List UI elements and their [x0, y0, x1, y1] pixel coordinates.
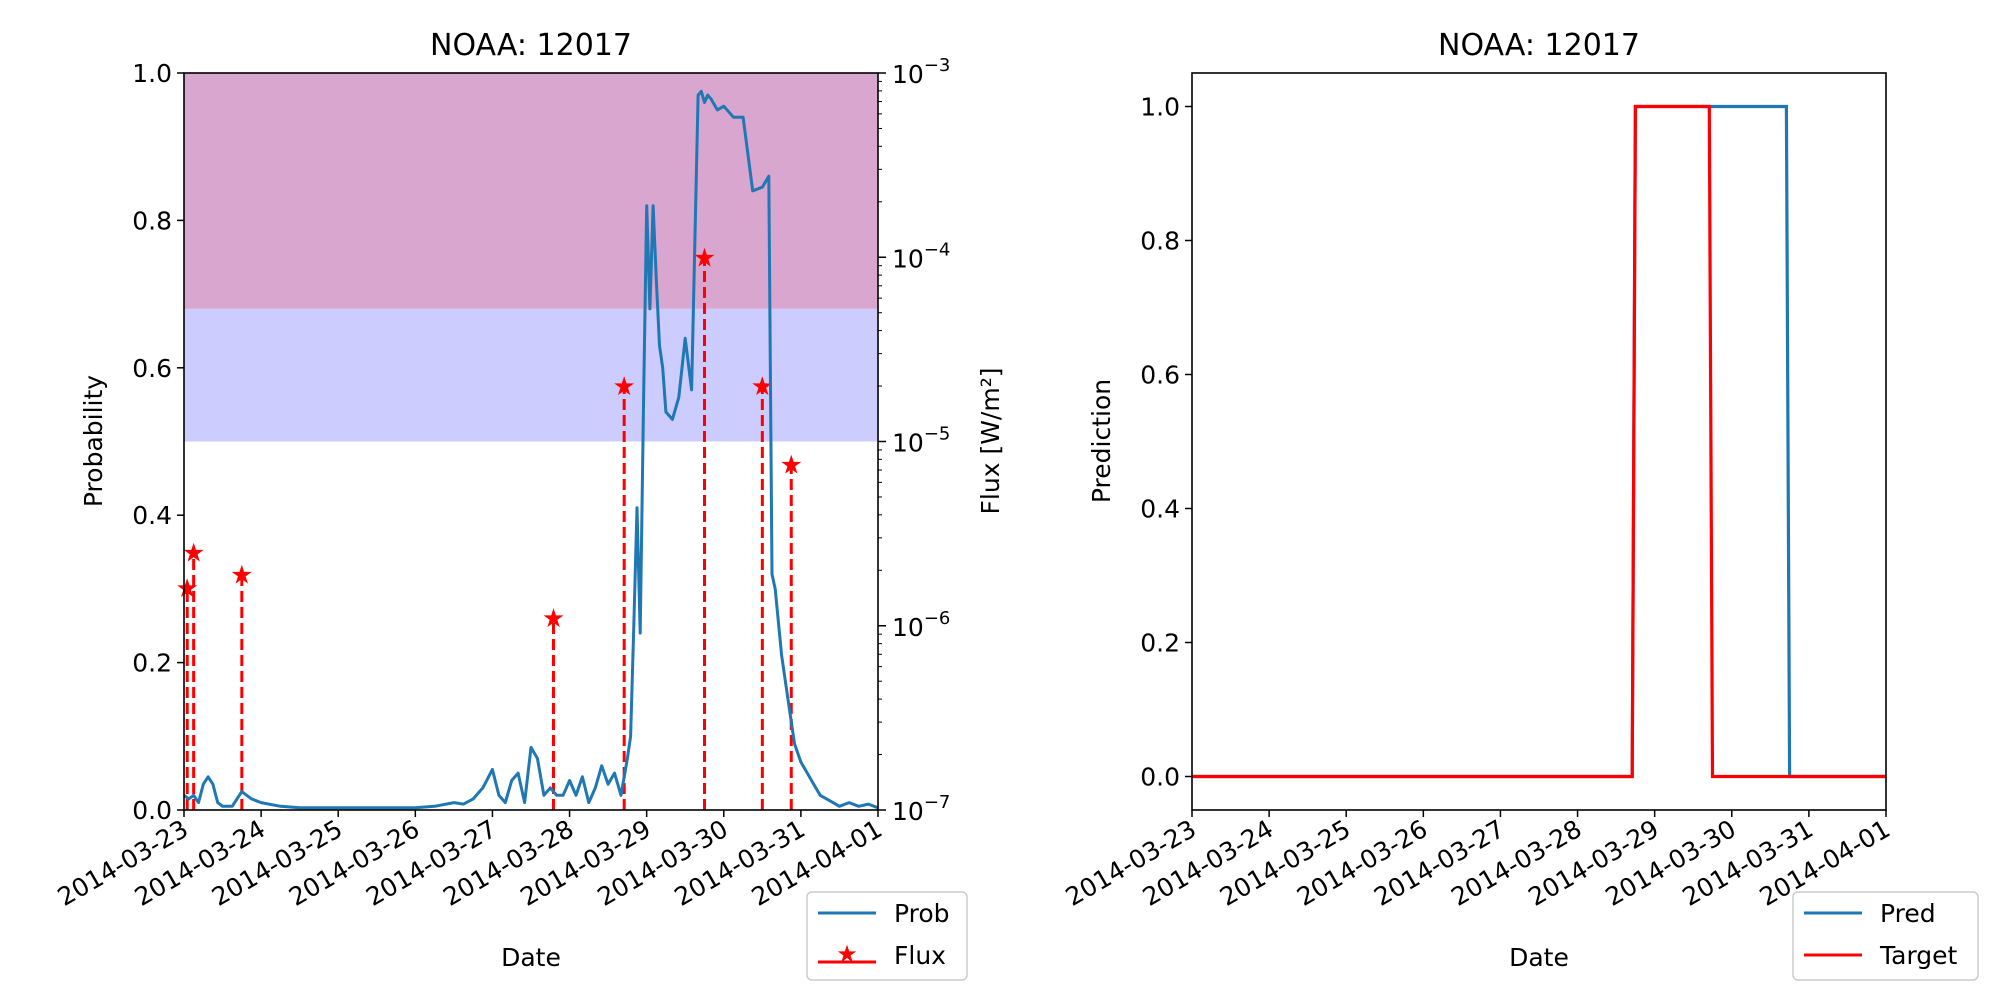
flux-star-4: ★	[613, 372, 636, 402]
legend-flux-label: Flux	[894, 941, 946, 970]
right-x-axis-label: Date	[1509, 943, 1569, 972]
left-y-axis-label: Probability	[79, 375, 108, 507]
flux-tick-label-4: 10−3	[892, 55, 950, 89]
left-chart: ★ ★ ★ ★ ★ ★ ★ ★ 0.0 0.2 0.4 0.6 0.8 1.0 10−7 10−6 10−5…	[53, 28, 1005, 981]
right-chart-title: NOAA: 12017	[1438, 28, 1640, 63]
prob-line	[183, 89, 879, 810]
left-y-tick-label-2: 0.4	[132, 501, 172, 530]
flux-tick-label-1: 10−6	[892, 608, 950, 642]
flux-tick-label-2: 10−5	[892, 424, 950, 458]
right-y-axis-label: Flux [W/m²]	[976, 368, 1005, 515]
left-y-tick-label-1: 0.2	[132, 649, 172, 678]
flux-stems: ★ ★ ★ ★ ★ ★ ★ ★	[176, 243, 803, 810]
right-chart-y-tick-label-2: 0.4	[1140, 495, 1180, 524]
left-x-axis-label: Date	[501, 943, 561, 972]
flux-tick-label-3: 10−4	[892, 239, 950, 273]
flux-star-3: ★	[542, 604, 565, 634]
prediction-series	[1192, 104, 1886, 779]
legend-pred-label: Pred	[1880, 899, 1936, 928]
flux-tick-label-0: 10−7	[892, 792, 950, 826]
left-legend: Prob ★ Flux	[806, 891, 968, 981]
right-chart-y-axis-ticks: 0.0 0.2 0.4 0.6 0.8 1.0	[1140, 93, 1192, 792]
right-chart-x-axis-ticks: 2014-03-232014-03-242014-03-252014-03-26…	[1061, 810, 1895, 912]
flux-star-6: ★	[751, 372, 774, 402]
right-legend: Pred Target	[1792, 891, 1979, 981]
right-chart-y-tick-label-1: 0.2	[1140, 629, 1180, 658]
flux-star-1: ★	[182, 538, 205, 568]
prob-series	[183, 89, 879, 810]
left-y-tick-label-4: 0.8	[132, 206, 172, 235]
left-y-tick-label-3: 0.6	[132, 354, 172, 383]
probability-band-1	[184, 73, 878, 309]
flux-star-0: ★	[176, 574, 199, 604]
flux-star-7: ★	[780, 451, 803, 481]
right-chart-y-axis-label: Prediction	[1087, 379, 1116, 503]
right-chart-y-tick-label-3: 0.6	[1140, 361, 1180, 390]
right-chart-y-tick-label-0: 0.0	[1140, 763, 1180, 792]
left-y-tick-label-5: 1.0	[132, 59, 172, 88]
probability-bands	[184, 73, 878, 442]
legend-flux-star-icon: ★	[836, 940, 858, 968]
right-plot-frame	[1191, 72, 1887, 811]
legend-prob-label: Prob	[894, 899, 950, 928]
right-chart-y-tick-label-4: 0.8	[1140, 227, 1180, 256]
legend-target-label: Target	[1879, 941, 1958, 970]
left-y-tick-label-0: 0.0	[132, 796, 172, 825]
left-chart-title: NOAA: 12017	[430, 28, 632, 63]
right-flux-axis-ticks: 10−7 10−6 10−5 10−4 10−3	[878, 55, 950, 826]
left-x-axis-ticks: 2014-03-232014-03-242014-03-252014-03-26…	[53, 810, 887, 912]
right-chart: 0.0 0.2 0.4 0.6 0.8 1.0 2014-03-232014-03-242…	[1061, 28, 1979, 981]
right-chart-y-tick-label-5: 1.0	[1140, 93, 1180, 122]
left-y-axis-ticks: 0.0 0.2 0.4 0.6 0.8 1.0	[132, 59, 184, 825]
target-line	[1192, 104, 1886, 779]
flux-star-5: ★	[693, 243, 716, 273]
flux-star-2: ★	[230, 560, 253, 590]
pred-line	[1192, 104, 1886, 779]
